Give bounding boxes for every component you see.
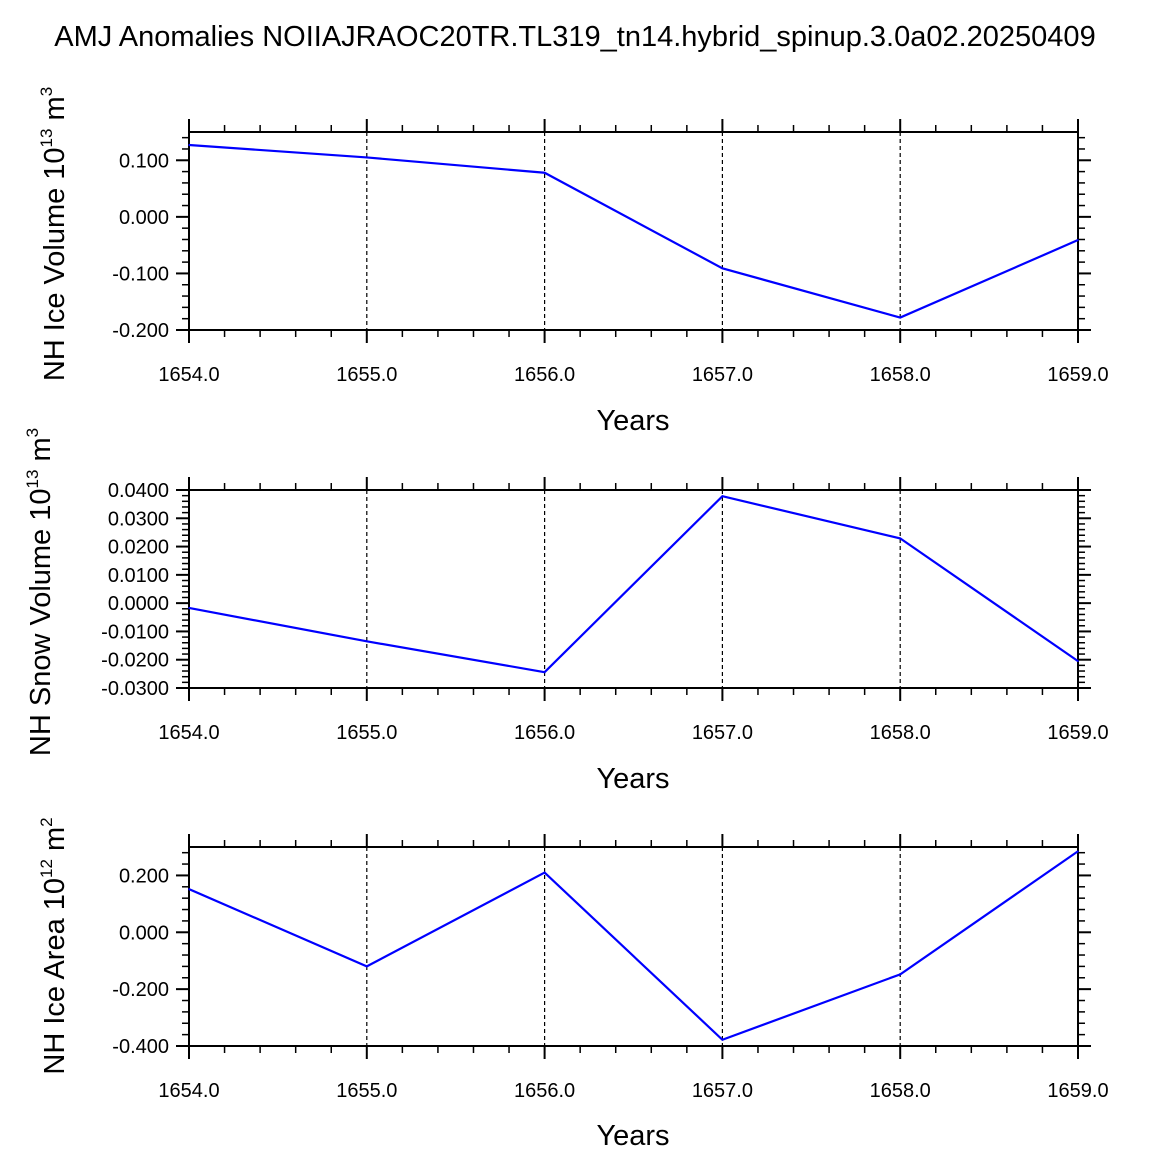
plot-frame (188, 131, 1079, 331)
x-axis-title: Years (596, 763, 669, 795)
y-tick-label: 0.000 (119, 207, 169, 229)
x-tick-label: 1658.0 (870, 364, 931, 386)
x-tick-label: 1654.0 (158, 1080, 219, 1102)
y-axis-title-unit: m (25, 437, 57, 469)
x-tick-label: 1655.0 (336, 364, 397, 386)
x-tick-label: 1654.0 (158, 364, 219, 386)
data-point (899, 537, 901, 540)
y-axis-title-exponent: 12 (37, 859, 56, 878)
y-tick-label: -0.0200 (101, 650, 169, 672)
x-tick-label: 1658.0 (870, 1080, 931, 1102)
data-point (188, 607, 190, 609)
y-tick-label: 0.0400 (108, 480, 169, 502)
y-axis-title-prefix: NH Snow Volume 10 (25, 489, 57, 757)
series-line (188, 850, 1079, 1042)
y-axis-title-exponent: 13 (23, 470, 42, 489)
data-point (543, 171, 546, 174)
x-axis-title: Years (596, 405, 669, 437)
x-tick-label: 1657.0 (692, 722, 753, 744)
plot-frame (188, 846, 1079, 1047)
y-tick-label: -0.100 (112, 263, 169, 285)
x-tick-label: 1656.0 (514, 1080, 575, 1102)
y-axis-title-unit: m (39, 827, 71, 859)
y-tick-label: 0.0300 (108, 508, 169, 530)
y-tick-label: 0.100 (119, 150, 169, 172)
y-tick-label: -0.200 (112, 979, 169, 1001)
y-axis-title-exponent: 13 (37, 129, 56, 148)
x-axis-title: Years (596, 1120, 669, 1152)
y-tick-label: 0.0100 (108, 565, 169, 587)
data-point (366, 640, 368, 643)
data-point (188, 888, 190, 890)
data-point (899, 973, 901, 976)
data-point (366, 965, 368, 968)
x-tick-label: 1659.0 (1047, 1080, 1108, 1102)
x-tick-label: 1657.0 (692, 1080, 753, 1102)
y-tick-label: 0.000 (119, 922, 169, 944)
data-point (1077, 239, 1079, 241)
data-point (188, 144, 190, 146)
x-tick-label: 1659.0 (1047, 722, 1108, 744)
panel-snow-volume: NH Snow Volume 1013 m3 Years 1654.0 1655.… (23, 428, 1109, 795)
x-tick-label: 1656.0 (514, 364, 575, 386)
x-tick-label: 1656.0 (514, 722, 575, 744)
y-axis-title-prefix: NH Ice Volume 10 (39, 147, 71, 381)
plot-area: 1654.0 1655.0 1656.0 1657.0 1658.0 1659.0 0.20… (112, 834, 1109, 1102)
data-point (721, 495, 724, 498)
data-point (1077, 850, 1079, 853)
plot-frame (188, 489, 1079, 689)
series-line (188, 495, 1079, 674)
plot-area: 1654.0 1655.0 1656.0 1657.0 1658.0 1659.0 0.04… (101, 477, 1109, 744)
data-point (721, 267, 724, 270)
x-tick-label: 1655.0 (336, 722, 397, 744)
data-point (899, 316, 901, 319)
x-tick-label: 1659.0 (1047, 364, 1108, 386)
data-point (1077, 660, 1079, 662)
y-tick-label: -0.400 (112, 1036, 169, 1058)
y-axis-title: NH Ice Volume 1013 m3 (37, 87, 71, 381)
series-line (188, 143, 1079, 319)
y-axis-title-prefix: NH Ice Area 10 (39, 878, 71, 1075)
y-axis-title-unit-exponent: 3 (37, 87, 56, 96)
plot-area: 1654.0 1655.0 1656.0 1657.0 1658.0 1659.0 0.10… (112, 119, 1109, 386)
panel-ice-volume: NH Ice Volume 1013 m3 Years 1654.0 1655.0… (37, 87, 1109, 437)
data-point (543, 671, 546, 673)
y-axis-title-unit-exponent: 2 (37, 817, 56, 826)
y-tick-label: 0.200 (119, 865, 169, 887)
y-tick-label: -0.0300 (101, 678, 169, 700)
figure-title: AMJ Anomalies NOIIAJRAOC20TR.TL319_tn14.… (54, 21, 1095, 53)
data-point (543, 871, 546, 874)
y-axis-title: NH Ice Area 1012 m2 (37, 817, 71, 1074)
panel-ice-area: NH Ice Area 1012 m2 Years 1654.0 1655.0 16… (37, 817, 1109, 1152)
x-tick-label: 1654.0 (158, 722, 219, 744)
x-tick-label: 1655.0 (336, 1080, 397, 1102)
x-tick-label: 1657.0 (692, 364, 753, 386)
data-point (721, 1038, 724, 1041)
y-axis-title-unit-exponent: 3 (23, 428, 42, 437)
y-tick-label: 0.0200 (108, 537, 169, 559)
x-tick-label: 1658.0 (870, 722, 931, 744)
y-axis-title-unit: m (39, 96, 71, 128)
y-tick-label: -0.200 (112, 320, 169, 342)
y-tick-label: -0.0100 (101, 621, 169, 643)
y-tick-label: 0.0000 (108, 593, 169, 615)
data-point (366, 156, 368, 159)
y-axis-title: NH Snow Volume 1013 m3 (23, 428, 57, 756)
